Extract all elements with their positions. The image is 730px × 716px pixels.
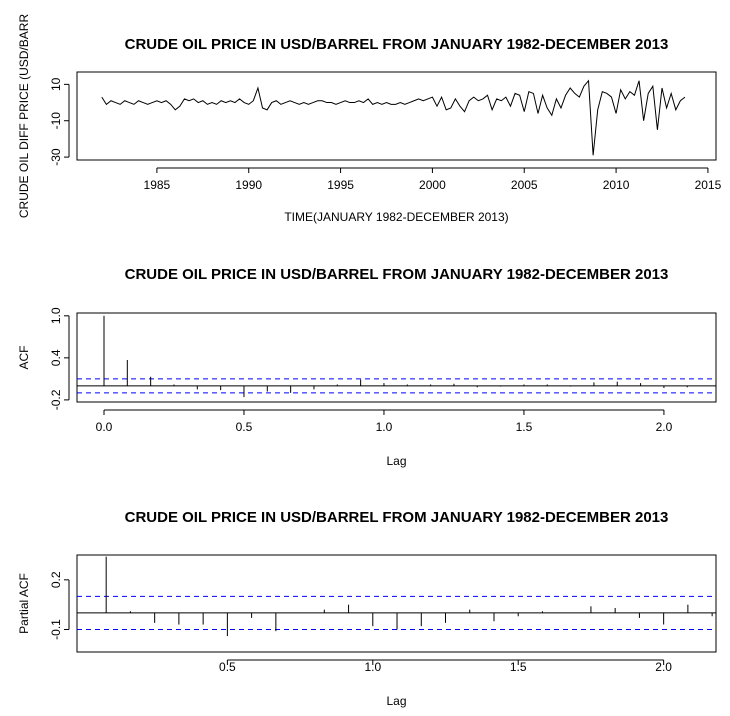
- chart-title: CRUDE OIL PRICE IN USD/BARREL FROM JANUA…: [125, 509, 669, 526]
- plot-frame: [76, 312, 717, 403]
- x-tick-label: 1.5: [510, 660, 527, 674]
- y-tick-label: -30: [49, 148, 63, 166]
- x-tick-label: 2.0: [656, 420, 673, 434]
- y-axis-label: Partial ACF: [17, 573, 31, 634]
- y-axis-label: ACF: [17, 346, 31, 370]
- x-tick-label: 2015: [695, 178, 722, 192]
- x-tick-label: 0.5: [236, 420, 253, 434]
- x-tick-label: 1985: [144, 178, 171, 192]
- x-tick-label: 1995: [327, 178, 354, 192]
- x-tick-label: 1990: [235, 178, 262, 192]
- x-tick-label: 1.0: [376, 420, 393, 434]
- chart-title: CRUDE OIL PRICE IN USD/BARREL FROM JANUA…: [125, 36, 669, 53]
- y-tick-label: -0.2: [49, 389, 63, 410]
- plot-frame: [76, 554, 717, 653]
- y-tick-label: 0.4: [49, 349, 63, 366]
- x-tick-label: 0.0: [96, 420, 113, 434]
- x-tick-label: 1.0: [364, 660, 381, 674]
- y-tick-label: 1.0: [49, 307, 63, 324]
- x-axis-label: Lag: [386, 454, 406, 468]
- series-line: [101, 79, 686, 156]
- plot-frame: [76, 71, 717, 161]
- chart-title: CRUDE OIL PRICE IN USD/BARREL FROM JANUA…: [125, 266, 669, 283]
- y-tick-label: 0.2: [49, 571, 63, 588]
- y-tick-label: 10: [49, 77, 63, 91]
- x-tick-label: 2010: [603, 178, 630, 192]
- y-axis-label: CRUDE OIL DIFF PRICE (USD/BARR: [17, 14, 31, 219]
- x-tick-label: 2000: [419, 178, 446, 192]
- x-tick-label: 2.0: [655, 660, 672, 674]
- y-tick-label: -10: [49, 112, 63, 130]
- x-axis-label: Lag: [386, 694, 406, 708]
- x-tick-label: 0.5: [219, 660, 236, 674]
- x-tick-label: 1.5: [516, 420, 533, 434]
- y-tick-label: -0.1: [49, 619, 63, 640]
- x-axis-label: TIME(JANUARY 1982-DECEMBER 2013): [284, 210, 508, 224]
- x-tick-label: 2005: [511, 178, 538, 192]
